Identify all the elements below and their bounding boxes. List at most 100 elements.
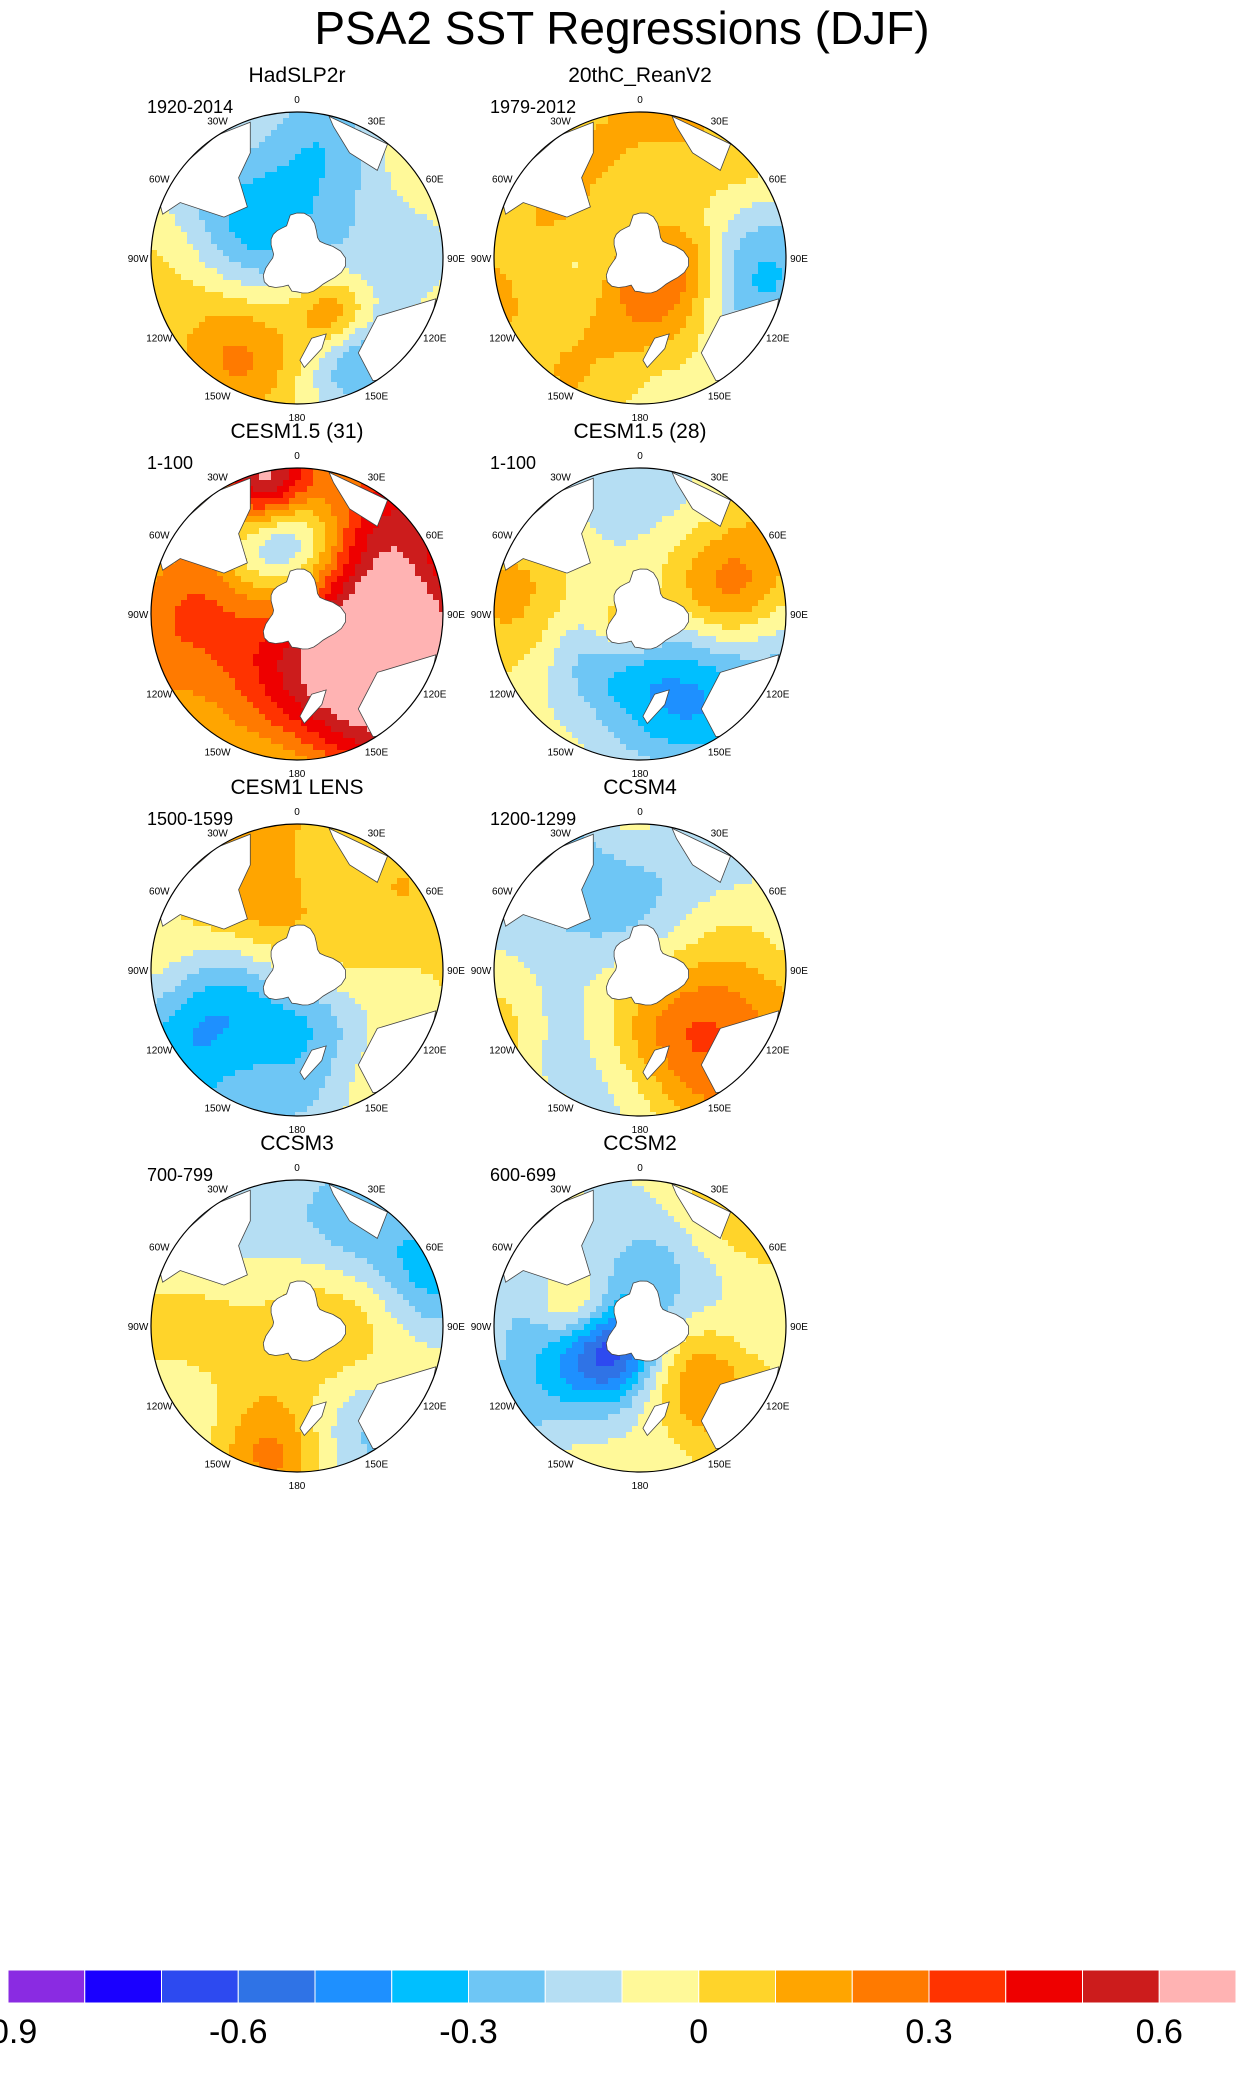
sst-cell — [205, 256, 212, 263]
sst-cell — [325, 516, 332, 523]
sst-cell — [560, 238, 567, 245]
sst-cell — [740, 304, 747, 311]
sst-cell — [241, 340, 248, 347]
sst-cell — [277, 286, 284, 293]
sst-cell — [157, 292, 164, 299]
sst-cell — [512, 322, 519, 329]
sst-cell — [716, 190, 723, 197]
sst-cell — [229, 588, 236, 595]
sst-cell — [301, 310, 308, 317]
sst-cell — [217, 352, 224, 359]
sst-cell — [307, 160, 314, 167]
sst-cell — [554, 238, 561, 245]
sst-cell — [355, 588, 362, 595]
sst-cell — [385, 232, 392, 239]
sst-cell — [349, 334, 356, 341]
sst-cell — [181, 600, 188, 607]
sst-cell — [596, 160, 603, 167]
sst-cell — [391, 600, 398, 607]
sst-cell — [241, 226, 248, 233]
sst-cell — [614, 376, 621, 383]
sst-cell — [349, 268, 356, 275]
sst-cell — [608, 358, 615, 365]
sst-cell — [536, 304, 543, 311]
sst-cell — [175, 334, 182, 341]
sst-cell — [403, 184, 410, 191]
sst-cell — [602, 262, 609, 269]
sst-cell — [235, 262, 242, 269]
sst-cell — [650, 184, 657, 191]
sst-cell — [560, 346, 567, 353]
sst-cell — [169, 286, 176, 293]
sst-cell — [265, 160, 272, 167]
sst-cell — [217, 220, 224, 227]
sst-cell — [704, 370, 711, 377]
sst-cell — [271, 130, 278, 137]
sst-cell — [590, 388, 597, 395]
sst-cell — [271, 352, 278, 359]
sst-cell — [560, 316, 567, 323]
sst-cell — [698, 238, 705, 245]
sst-cell — [373, 298, 380, 305]
sst-cell — [211, 582, 218, 589]
sst-cell — [421, 226, 428, 233]
sst-cell — [554, 274, 561, 281]
sst-cell — [175, 624, 182, 631]
sst-cell — [217, 232, 224, 239]
sst-cell — [427, 208, 434, 215]
sst-cell — [686, 346, 693, 353]
sst-cell — [349, 184, 356, 191]
sst-cell — [596, 292, 603, 299]
sst-cell — [638, 160, 645, 167]
sst-cell — [710, 190, 717, 197]
sst-cell — [181, 304, 188, 311]
sst-cell — [253, 498, 260, 505]
sst-cell — [337, 316, 344, 323]
sst-cell — [295, 534, 302, 541]
longitude-label: 120E — [766, 334, 790, 345]
sst-cell — [271, 142, 278, 149]
sst-cell — [716, 280, 723, 287]
sst-cell — [397, 558, 404, 565]
sst-cell — [277, 400, 284, 404]
sst-cell — [668, 364, 675, 371]
sst-cell — [313, 358, 320, 365]
sst-cell — [542, 220, 549, 227]
sst-cell — [638, 154, 645, 161]
sst-cell — [728, 142, 735, 149]
sst-cell — [199, 226, 206, 233]
sst-cell — [295, 160, 302, 167]
sst-cell — [560, 322, 567, 329]
sst-cell — [343, 370, 350, 377]
sst-cell — [301, 184, 308, 191]
sst-cell — [337, 298, 344, 305]
sst-cell — [301, 346, 308, 353]
sst-cell — [379, 522, 386, 529]
sst-cell — [734, 172, 741, 179]
sst-cell — [319, 364, 326, 371]
sst-cell — [578, 226, 585, 233]
sst-cell — [253, 292, 260, 299]
sst-cell — [397, 250, 404, 257]
sst-cell — [524, 268, 531, 275]
sst-cell — [247, 522, 254, 529]
sst-cell — [596, 148, 603, 155]
sst-cell — [313, 370, 320, 377]
sst-cell — [259, 370, 266, 377]
sst-cell — [698, 196, 705, 203]
sst-cell — [181, 558, 188, 565]
sst-cell — [572, 322, 579, 329]
sst-cell — [289, 522, 296, 529]
sst-cell — [560, 328, 567, 335]
sst-cell — [289, 510, 296, 517]
sst-cell — [596, 304, 603, 311]
sst-cell — [686, 358, 693, 365]
sst-cell — [151, 256, 158, 263]
sst-cell — [283, 534, 290, 541]
sst-cell — [247, 196, 254, 203]
sst-cell — [217, 262, 224, 269]
sst-cell — [379, 184, 386, 191]
sst-cell — [331, 220, 338, 227]
sst-cell — [379, 214, 386, 221]
sst-cell — [716, 172, 723, 179]
